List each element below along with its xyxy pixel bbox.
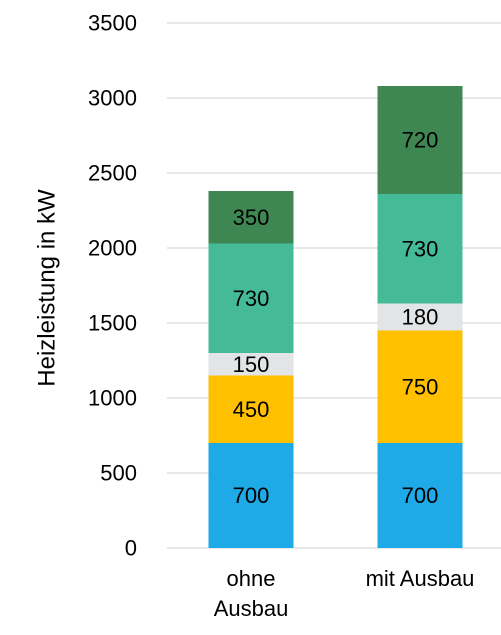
- bar-segment: [208, 353, 294, 376]
- x-category-label: mit Ausbau: [366, 566, 475, 591]
- data-label: 700: [402, 483, 439, 508]
- data-labels: 700 450 150 730 350 700 750 180 730 720: [233, 128, 439, 509]
- bar-segment: [377, 330, 463, 443]
- x-category-label: ohne Ausbau: [214, 566, 289, 621]
- bar-segment: [377, 194, 463, 304]
- bar-segment: [208, 243, 294, 353]
- y-tick-label: 2500: [88, 161, 137, 186]
- bar-segment: [377, 443, 463, 548]
- y-tick-label: 3500: [88, 11, 137, 36]
- data-label: 720: [402, 128, 439, 153]
- data-label: 450: [233, 397, 270, 422]
- y-axis-ticks: 0 500 1000 1500 2000 2500 3000 3500: [88, 11, 137, 561]
- data-label: 730: [402, 236, 439, 261]
- data-label: 750: [402, 374, 439, 399]
- bar-stacks: [208, 86, 463, 548]
- data-label: 730: [233, 286, 270, 311]
- y-tick-label: 2000: [88, 236, 137, 261]
- y-tick-label: 0: [125, 536, 137, 561]
- bar-segment: [208, 191, 294, 244]
- data-label: 700: [233, 483, 270, 508]
- bar-segment: [208, 443, 294, 548]
- bar-segment: [377, 86, 463, 194]
- y-tick-label: 500: [100, 461, 137, 486]
- data-label: 350: [233, 205, 270, 230]
- y-tick-label: 3000: [88, 86, 137, 111]
- data-label: 180: [402, 305, 439, 330]
- x-axis-ticks: ohne Ausbau mit Ausbau: [214, 566, 475, 621]
- data-label: 150: [233, 352, 270, 377]
- y-tick-label: 1500: [88, 311, 137, 336]
- bar-segment: [208, 375, 294, 443]
- y-axis-title: Heizleistung in kW: [33, 189, 60, 387]
- bar-segment: [377, 303, 463, 331]
- y-tick-label: 1000: [88, 386, 137, 411]
